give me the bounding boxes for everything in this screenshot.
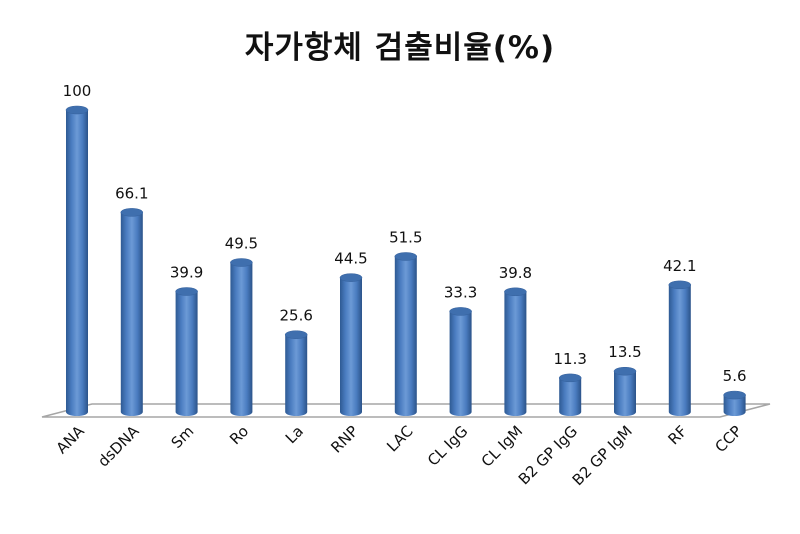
value-label: 39.8 — [499, 264, 532, 282]
bars-group — [65, 105, 746, 416]
value-label: 11.3 — [553, 350, 586, 368]
category-label: ANA — [53, 422, 89, 458]
chart-title: 자가항체 검출비율(%) — [244, 30, 556, 66]
value-labels-group: 100 66.1 39.9 49.5 25.6 44.5 51.5 33.3 39.8 11.3 1… — [63, 82, 747, 385]
category-label: RF — [664, 422, 690, 448]
value-label: 5.6 — [723, 367, 747, 385]
bar — [668, 280, 692, 416]
value-label: 66.1 — [115, 184, 148, 202]
category-label: Ro — [226, 422, 252, 448]
value-label: 44.5 — [334, 250, 367, 268]
bar — [175, 287, 198, 416]
value-label: 33.3 — [444, 283, 477, 301]
value-label: 42.1 — [663, 257, 696, 275]
value-label: 39.9 — [170, 264, 203, 282]
bar — [723, 390, 746, 416]
value-label: 25.6 — [279, 307, 312, 325]
bar — [284, 330, 308, 416]
bar — [65, 105, 89, 416]
category-label: Sm — [168, 422, 198, 452]
value-label: 100 — [63, 82, 92, 100]
category-label: dsDNA — [94, 422, 143, 471]
bar — [449, 307, 472, 416]
category-label: RNP — [327, 422, 361, 456]
value-label: 49.5 — [225, 235, 258, 253]
value-label: 13.5 — [608, 343, 641, 361]
bar — [504, 287, 527, 416]
category-label: La — [282, 422, 307, 447]
bar — [558, 373, 582, 416]
category-label: CCP — [711, 422, 745, 456]
bar — [120, 208, 144, 416]
bar — [613, 366, 637, 416]
category-label: CL IgM — [478, 422, 526, 470]
category-label: CL IgG — [424, 422, 471, 469]
bar — [394, 252, 418, 416]
value-label: 51.5 — [389, 228, 422, 246]
bar — [339, 273, 363, 416]
category-label: LAC — [383, 422, 416, 455]
category-labels-group: ANA dsDNA Sm Ro La RNP LAC CL IgG CL IgM B2 GP Ig… — [53, 422, 746, 490]
bar — [230, 258, 253, 416]
category-label: B2 GP IgM — [569, 422, 636, 489]
